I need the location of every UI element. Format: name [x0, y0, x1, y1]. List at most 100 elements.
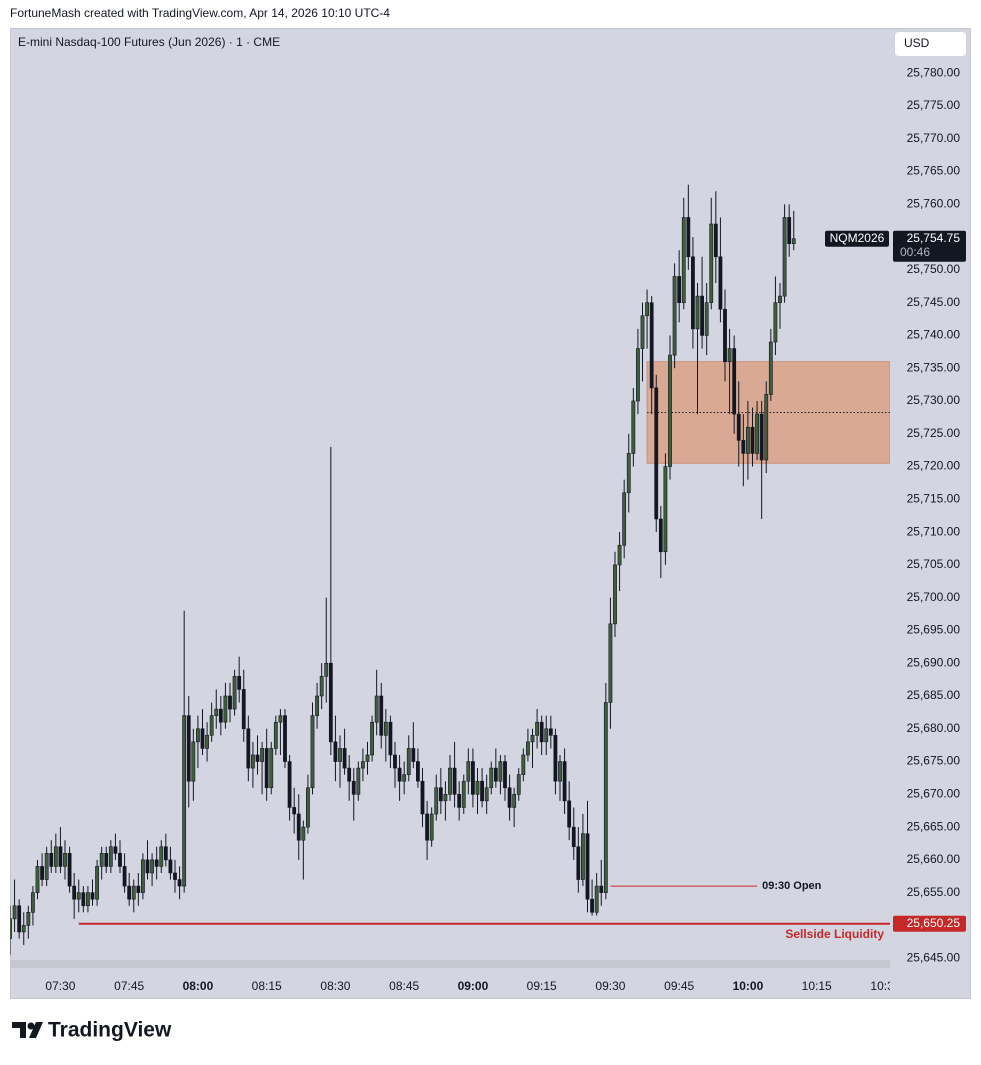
- candle-body: [356, 767, 361, 795]
- candle-body: [438, 787, 443, 802]
- x-tick-label: 08:45: [389, 979, 419, 993]
- candle-body: [113, 846, 118, 854]
- candle-body: [301, 826, 306, 841]
- y-tick-label: 25,725.00: [907, 426, 961, 440]
- candle-body: [700, 295, 704, 336]
- candle-body: [104, 853, 109, 867]
- candle-body: [695, 295, 700, 330]
- logo-slash: [29, 1022, 43, 1038]
- brand: TradingView: [48, 1019, 172, 1042]
- y-tick-label: 25,715.00: [907, 491, 961, 505]
- y-tick-label: 25,750.00: [907, 262, 961, 276]
- candle-body: [787, 217, 792, 244]
- candle-body: [425, 813, 429, 841]
- candle-body: [44, 853, 49, 880]
- candle-body: [727, 348, 732, 362]
- candle-body: [283, 715, 287, 762]
- candle-body: [521, 754, 526, 775]
- candle-body: [649, 302, 654, 389]
- candle-body: [773, 302, 778, 343]
- candle-body: [388, 721, 393, 756]
- time-axis: 07:30 07:45 08:00 08:15 08:30 08:45 09:00 09:15…: [45, 979, 890, 993]
- symbol-tag: [825, 230, 889, 247]
- currency-button[interactable]: [894, 31, 967, 57]
- candle-body: [118, 853, 122, 867]
- candle-body: [95, 866, 99, 900]
- y-tick-label: 25,700.00: [907, 590, 961, 604]
- candle-body: [626, 453, 631, 494]
- candle-body: [347, 767, 352, 782]
- candle-body: [429, 813, 434, 841]
- y-tick-label: 25,665.00: [907, 819, 961, 833]
- candle-body: [567, 800, 572, 828]
- candle-body: [315, 695, 319, 716]
- candle-body: [182, 715, 187, 887]
- candle-body: [512, 794, 517, 808]
- candle-body: [342, 748, 347, 769]
- candle-body: [691, 256, 695, 330]
- candle-body: [292, 807, 297, 815]
- candle-body: [732, 348, 737, 415]
- candle-body: [420, 780, 425, 815]
- candle-body: [480, 780, 484, 802]
- candle-body: [76, 892, 81, 900]
- y-tick-label: 25,690.00: [907, 655, 961, 669]
- candle-body: [108, 846, 113, 867]
- y-tick-label: 25,685.00: [907, 688, 961, 702]
- candle-body: [791, 238, 796, 244]
- candle-body: [296, 813, 301, 841]
- candle-body: [49, 853, 54, 867]
- candle-body: [17, 905, 22, 933]
- y-tick-label: 25,645.00: [907, 950, 961, 964]
- candle-body: [489, 767, 494, 789]
- candle-body: [393, 754, 397, 769]
- candle-body: [81, 892, 86, 907]
- candle-body: [131, 885, 136, 900]
- candle-body: [63, 853, 67, 867]
- candle-body: [136, 885, 141, 893]
- candle-body: [168, 859, 173, 874]
- candle-body: [764, 394, 769, 461]
- candle-body: [127, 885, 132, 900]
- candle-body: [58, 846, 63, 867]
- candle-body: [260, 748, 264, 762]
- candle-body: [759, 413, 764, 461]
- candle-body: [658, 518, 663, 553]
- candle-body: [90, 892, 95, 900]
- candle-body: [214, 708, 219, 716]
- candle-body: [576, 846, 581, 880]
- countdown: 00:46: [900, 245, 930, 259]
- candle-body: [594, 885, 599, 913]
- x-tick-label: 07:30: [45, 979, 75, 993]
- candle-body: [718, 256, 723, 310]
- x-tick-label: 08:00: [183, 979, 214, 993]
- bottom-strip: [10, 960, 890, 968]
- x-tick-label: 09:00: [458, 979, 489, 993]
- price-label: 25,754.75: [907, 231, 961, 245]
- candle-body: [571, 826, 576, 848]
- candle-body: [741, 440, 746, 454]
- pane: [10, 28, 971, 999]
- candle-body: [475, 780, 480, 795]
- candle-body: [746, 426, 750, 454]
- logo: [12, 1022, 43, 1038]
- candle-body: [539, 721, 544, 743]
- y-tick-label: 25,705.00: [907, 557, 961, 571]
- candle-body: [223, 695, 228, 723]
- currency[interactable]: USD: [904, 36, 930, 50]
- candle-body: [778, 295, 782, 303]
- candle-body: [498, 761, 503, 782]
- candle-body: [677, 276, 682, 303]
- candle-body: [526, 741, 530, 756]
- candle-body: [640, 315, 645, 349]
- candle-body: [507, 787, 512, 808]
- candle-body: [411, 748, 416, 762]
- candle-body: [173, 872, 177, 880]
- candle-body: [622, 492, 627, 546]
- candle-body: [416, 761, 420, 782]
- candle-body: [40, 866, 44, 880]
- candle-body: [548, 728, 553, 736]
- candle-body: [333, 741, 338, 762]
- candle-body: [186, 715, 191, 782]
